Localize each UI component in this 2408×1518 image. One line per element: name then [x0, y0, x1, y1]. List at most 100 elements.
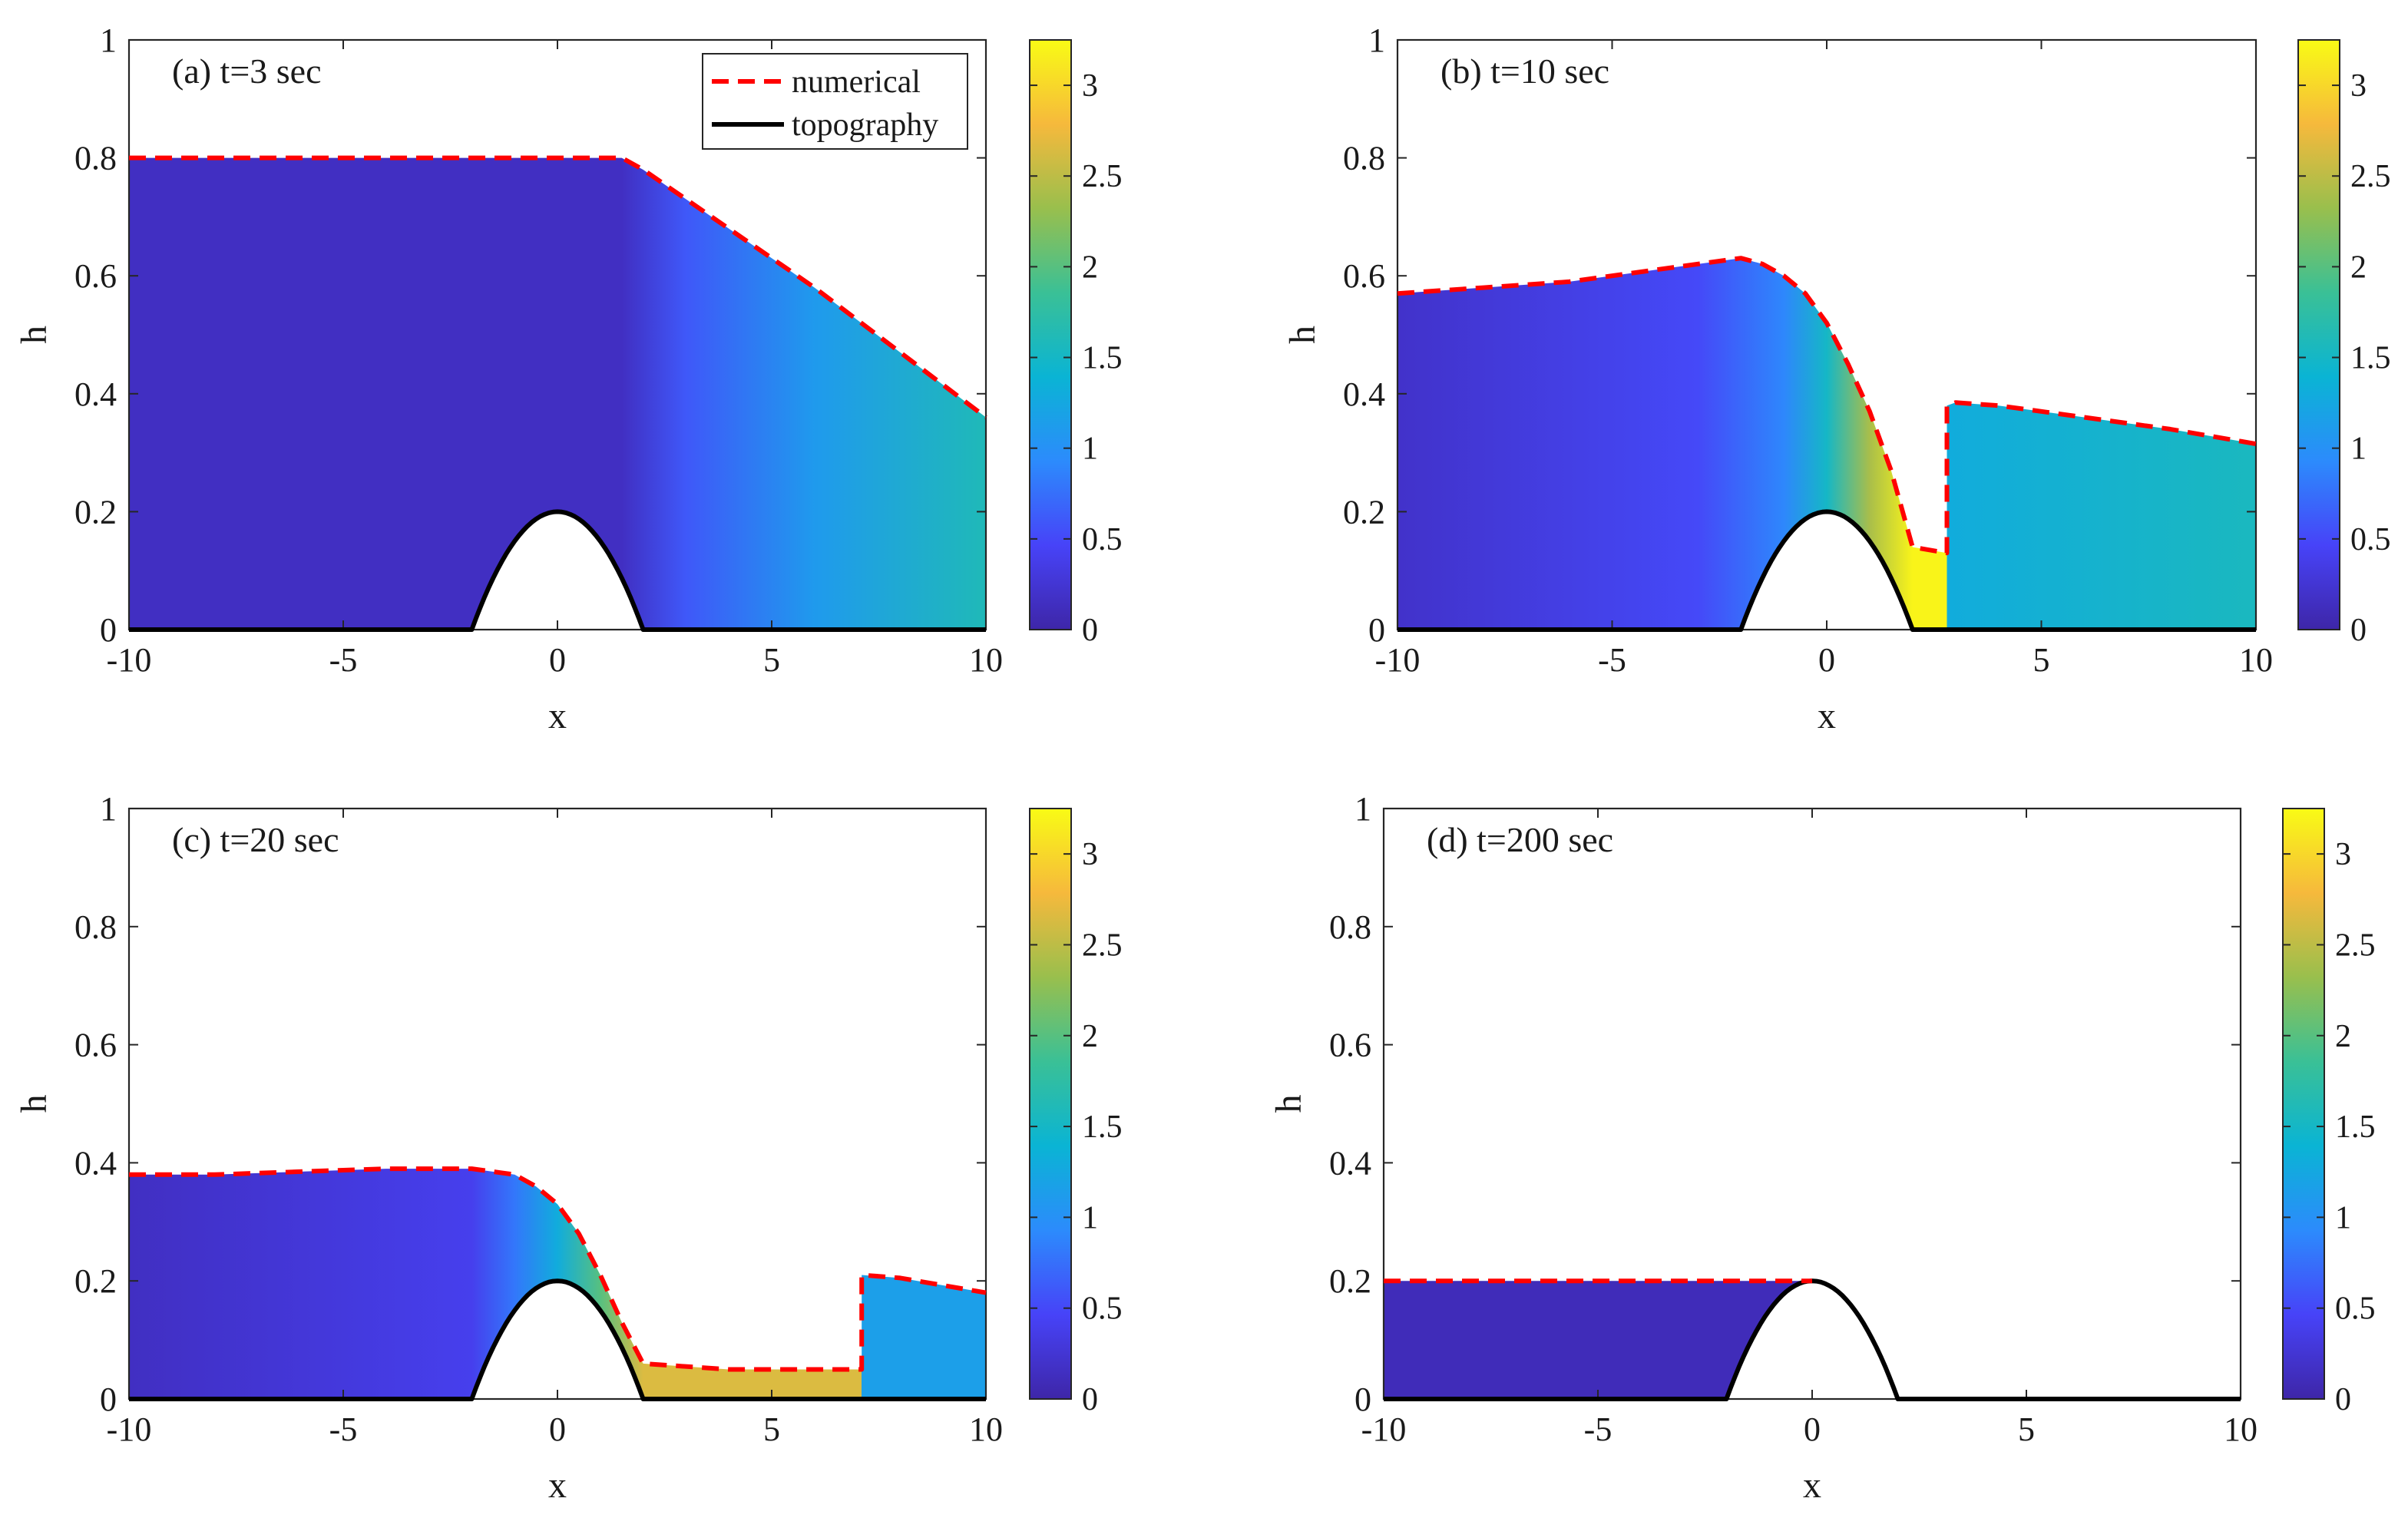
- x-tick-label: 10: [2224, 1411, 2258, 1448]
- colorbar-bar: [2297, 39, 2340, 630]
- topography-line: [129, 509, 986, 632]
- colorbar-tick-label: 1: [1082, 432, 1098, 467]
- colorbar: 0 0.5 1 1.5 2 2.5 3: [2282, 808, 2376, 1417]
- colorbar-tick-label: 0.5: [1082, 522, 1123, 557]
- x-tick-label: -5: [1598, 641, 1626, 679]
- x-axis-label: x: [548, 696, 567, 736]
- x-tick-label: 0: [549, 1411, 566, 1448]
- y-tick-label: 1: [1354, 790, 1371, 828]
- chart-panel-2: -10 -5 0 5 10 0 0.2 0.4 0.6 0.8 1 x h (b) t=10 sec 0 0.…: [1282, 21, 2391, 736]
- colorbar: 0 0.5 1 1.5 2 2.5 3: [1029, 39, 1123, 648]
- colorbar-tick-label: 2.5: [2350, 159, 2391, 194]
- x-axis-label: x: [1818, 696, 1836, 736]
- colorbar-tick-label: 1.5: [2350, 341, 2391, 376]
- colorbar-tick-label: 0: [2335, 1382, 2351, 1417]
- x-tick-label: 10: [969, 641, 1003, 679]
- y-tick-label: 0: [100, 1381, 117, 1418]
- colorbar-tick-label: 2: [2335, 1019, 2351, 1054]
- colorbar-tick-label: 2: [1082, 1019, 1098, 1054]
- y-tick-label: 0: [1368, 611, 1385, 649]
- numerical-line: [1397, 256, 2257, 556]
- panel-title: (d) t=200 sec: [1427, 820, 1613, 859]
- panel-title: (a) t=3 sec: [172, 51, 322, 91]
- y-axis-label: h: [1268, 1095, 1309, 1113]
- legend-topography-label: topography: [792, 107, 938, 143]
- numerical-line: [129, 155, 987, 419]
- y-tick-label: 1: [100, 790, 117, 828]
- y-tick-label: 0.4: [1343, 375, 1385, 413]
- y-tick-label: 0.2: [1329, 1262, 1371, 1300]
- x-tick-label: -5: [329, 641, 358, 679]
- legend-box: [702, 53, 968, 150]
- water-fill: [129, 1169, 986, 1399]
- y-tick-label: 0.8: [1329, 908, 1371, 946]
- y-axis-label: h: [14, 326, 55, 344]
- colorbar-tick-label: 2.5: [1082, 159, 1123, 194]
- legend: numerical topography: [702, 53, 968, 150]
- y-axis-label: h: [14, 1095, 55, 1113]
- colorbar-tick-label: 3: [1082, 837, 1098, 872]
- y-tick-label: 1: [100, 21, 117, 59]
- numerical-line: [129, 1166, 987, 1372]
- colorbar-tick-label: 1: [2335, 1200, 2351, 1235]
- x-tick-label: 0: [1818, 641, 1835, 679]
- x-tick-label: 5: [2018, 1411, 2035, 1448]
- colorbar-tick-label: 1: [1082, 1200, 1098, 1235]
- y-tick-label: 0.6: [74, 1027, 117, 1064]
- y-tick-label: 0.8: [1343, 140, 1385, 177]
- bump-interior: [471, 1281, 643, 1399]
- colorbar-tick-label: 3: [1082, 68, 1098, 104]
- x-tick-label: 10: [969, 1411, 1003, 1448]
- y-tick-label: 0.6: [1329, 1027, 1371, 1064]
- colorbar-tick-label: 3: [2350, 68, 2367, 104]
- colorbar-tick-label: 0: [1082, 1382, 1098, 1417]
- y-tick-label: 0.2: [74, 1262, 117, 1300]
- x-tick-label: 0: [549, 641, 566, 679]
- y-tick-label: 0.8: [74, 908, 117, 946]
- colorbar-tick-label: 0: [2350, 613, 2367, 648]
- colorbar-tick-label: 2: [1082, 250, 1098, 285]
- water-fill: [129, 157, 986, 630]
- panel-title: (b) t=10 sec: [1440, 51, 1609, 91]
- colorbar: 0 0.5 1 1.5 2 2.5 3: [1029, 808, 1123, 1417]
- y-tick-label: 0: [1354, 1381, 1371, 1418]
- x-tick-label: 10: [2239, 641, 2273, 679]
- x-tick-label: 5: [763, 641, 780, 679]
- colorbar-bar: [2282, 808, 2325, 1400]
- x-tick-label: -10: [1375, 641, 1421, 679]
- colorbar-tick-label: 0.5: [2350, 522, 2391, 557]
- x-axis-label: x: [1803, 1465, 1821, 1506]
- colorbar-tick-label: 2: [2350, 250, 2367, 285]
- panel-title: (c) t=20 sec: [172, 820, 339, 859]
- colorbar-tick-label: 1.5: [2335, 1110, 2376, 1145]
- y-tick-label: 1: [1368, 21, 1385, 59]
- colorbar-tick-label: 1.5: [1082, 1110, 1123, 1145]
- x-tick-label: 5: [2033, 641, 2050, 679]
- colorbar-tick-label: 0.5: [1082, 1291, 1123, 1327]
- colorbar-tick-label: 2.5: [2335, 928, 2376, 963]
- x-tick-label: -10: [1361, 1411, 1407, 1448]
- topography-line: [1398, 509, 2256, 632]
- colorbar-bar: [1029, 808, 1072, 1400]
- y-tick-label: 0: [100, 611, 117, 649]
- water-fill: [1384, 1281, 1812, 1399]
- colorbar-tick-label: 0.5: [2335, 1291, 2376, 1327]
- x-tick-label: 0: [1804, 1411, 1821, 1448]
- y-tick-label: 0.4: [1329, 1144, 1371, 1182]
- bump-interior: [1726, 1281, 1898, 1399]
- x-tick-label: -5: [1584, 1411, 1612, 1448]
- chart-panel-3: -10 -5 0 5 10 0 0.2 0.4 0.6 0.8 1 x h (c) t=20 sec 0 0.…: [14, 790, 1123, 1506]
- colorbar-tick-label: 1.5: [1082, 341, 1123, 376]
- legend-numerical-label: numerical: [792, 64, 921, 100]
- x-tick-label: -10: [107, 641, 152, 679]
- y-tick-label: 0.4: [74, 375, 117, 413]
- y-tick-label: 0.6: [74, 257, 117, 295]
- water-fill: [1398, 258, 2256, 630]
- topography-line: [129, 1278, 986, 1401]
- colorbar-tick-label: 3: [2335, 837, 2351, 872]
- y-axis-label: h: [1282, 326, 1323, 344]
- y-tick-label: 0.2: [1343, 493, 1385, 531]
